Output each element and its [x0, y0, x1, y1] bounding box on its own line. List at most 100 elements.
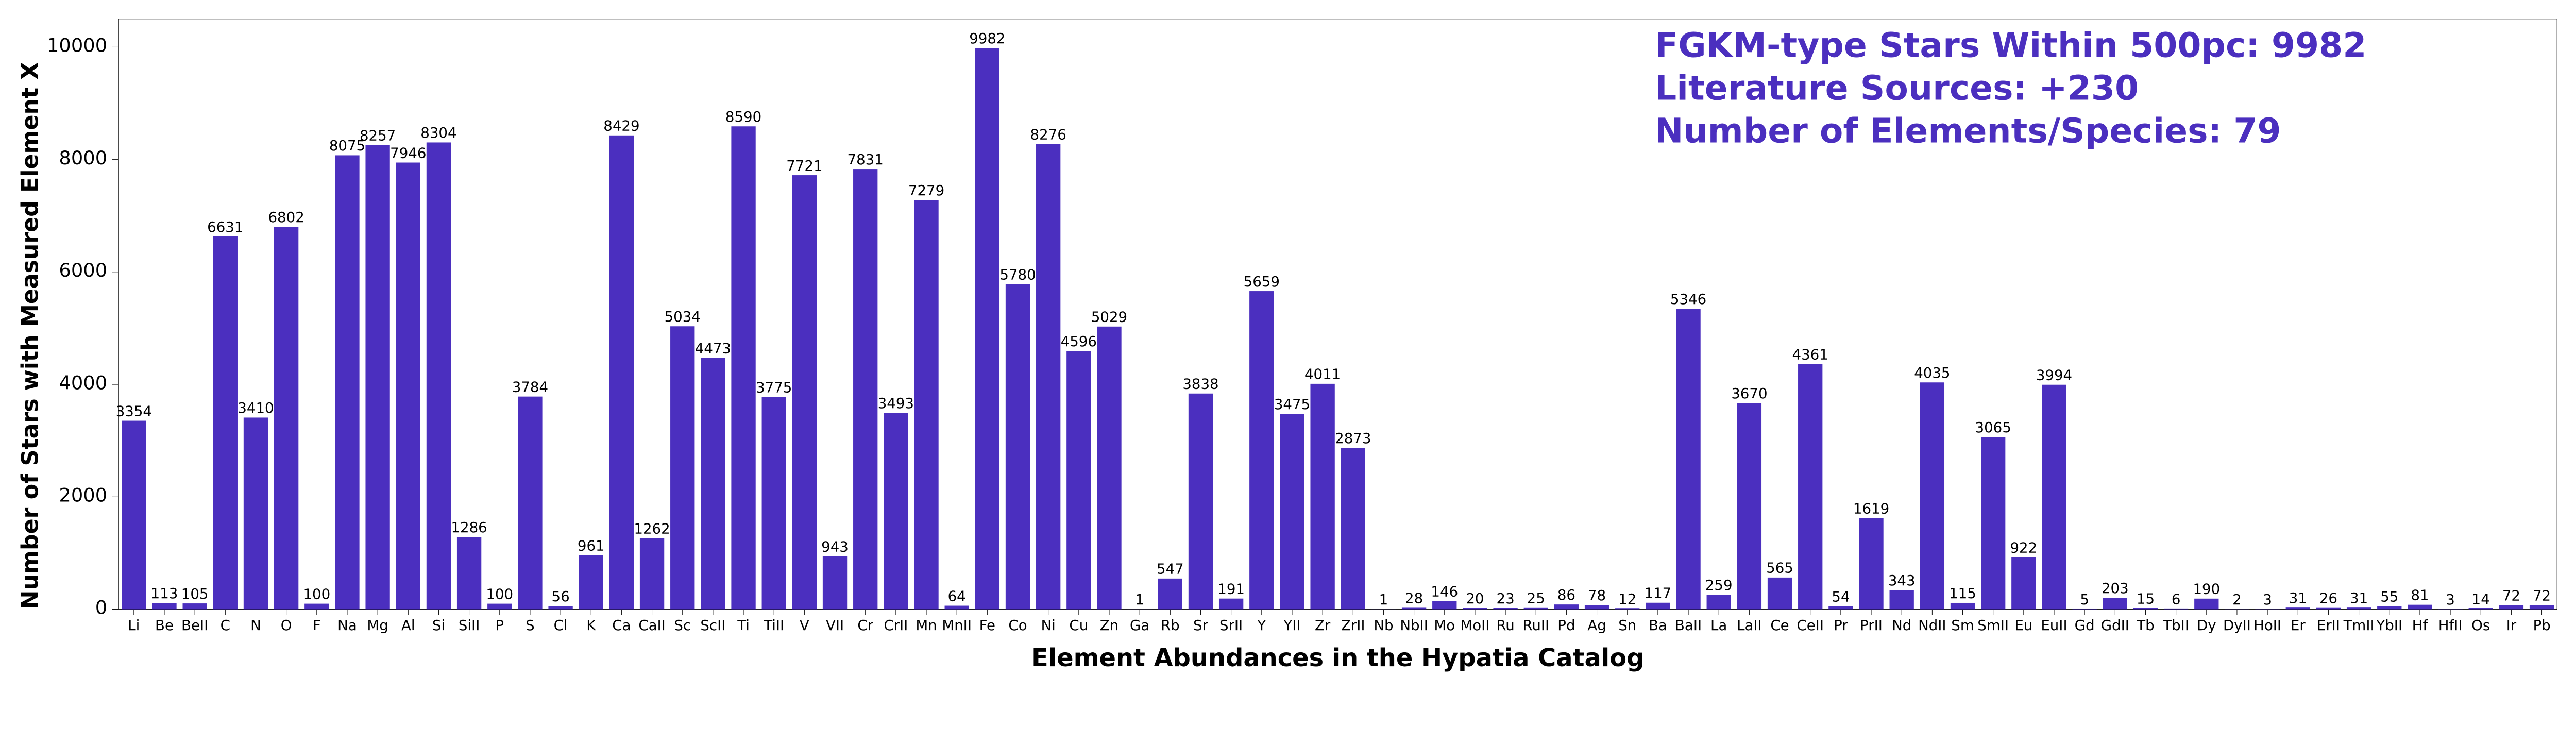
x-tick-label: Mn	[916, 617, 937, 634]
bar-value-label: 3775	[756, 379, 792, 396]
bar	[1432, 601, 1456, 610]
bar	[2011, 557, 2036, 610]
bar-value-label: 3994	[2036, 367, 2072, 384]
bar-value-label: 115	[1949, 585, 1976, 602]
x-tick-label: Er	[2291, 617, 2306, 634]
bar-value-label: 23	[1497, 590, 1515, 607]
x-tick-label: Si	[432, 617, 445, 634]
x-tick-label: TmII	[2343, 617, 2375, 634]
bar	[2469, 608, 2493, 610]
bar-value-label: 56	[552, 588, 570, 605]
y-tick-label: 2000	[59, 484, 107, 506]
bar-value-label: 6631	[207, 218, 243, 235]
bar-value-label: 54	[1832, 588, 1850, 605]
x-axis-label: Element Abundances in the Hypatia Catalo…	[1031, 644, 1644, 672]
bar-value-label: 72	[2533, 587, 2551, 604]
bar	[1097, 327, 1121, 610]
x-tick-label: LaII	[1737, 617, 1762, 634]
bar	[2316, 608, 2341, 610]
bar-value-label: 6802	[268, 209, 304, 226]
bar-value-label: 3475	[1274, 396, 1310, 413]
bar-value-label: 31	[2350, 589, 2368, 606]
bar-value-label: 1262	[634, 520, 670, 537]
y-tick-label: 4000	[59, 371, 107, 394]
x-tick-label: Ni	[1041, 617, 1056, 634]
bar	[1219, 599, 1243, 610]
bar	[670, 326, 694, 609]
y-axis-label: Number of Stars with Measured Element X	[18, 62, 44, 609]
bar-value-label: 3670	[1731, 385, 1767, 402]
bar	[1249, 291, 1274, 609]
bar-value-label: 146	[1431, 583, 1458, 600]
x-tick-label: V	[800, 617, 809, 634]
bar-value-label: 2	[2232, 591, 2242, 608]
bar	[1828, 606, 1853, 610]
bar	[1402, 607, 1426, 609]
bar-value-label: 86	[1557, 586, 1575, 603]
x-tick-label: Sr	[1193, 617, 1209, 634]
bar	[457, 537, 481, 609]
bar-value-label: 31	[2289, 589, 2307, 606]
x-tick-label: DyII	[2223, 617, 2251, 634]
x-tick-label: VII	[826, 617, 844, 634]
bar	[518, 397, 542, 610]
bar-value-label: 3784	[512, 378, 548, 395]
bar	[823, 556, 847, 610]
bar	[1951, 603, 1975, 610]
x-tick-label: BaII	[1675, 617, 1702, 634]
chart-annotation: FGKM-type Stars Within 500pc: 9982	[1655, 25, 2366, 65]
x-tick-label: C	[221, 617, 230, 634]
bar	[1341, 448, 1365, 609]
bar	[1737, 403, 1761, 609]
x-tick-label: Cl	[554, 617, 568, 634]
x-tick-label: Nd	[1892, 617, 1911, 634]
x-tick-label: Y	[1257, 617, 1266, 634]
bar-value-label: 1	[1135, 591, 1144, 608]
bar	[884, 413, 908, 609]
bar	[792, 175, 817, 609]
bar	[1554, 604, 1579, 609]
y-tick-label: 10000	[47, 35, 107, 57]
x-tick-label: Ir	[2506, 617, 2517, 634]
x-tick-label: SrII	[1219, 617, 1243, 634]
x-tick-label: Be	[155, 617, 174, 634]
x-tick-label: Sn	[1618, 617, 1636, 634]
x-tick-label: Mo	[1434, 617, 1455, 634]
x-tick-label: Sm	[1951, 617, 1974, 634]
bar-value-label: 3065	[1975, 419, 2011, 436]
x-tick-label: Ca	[612, 617, 631, 634]
x-tick-label: Tb	[2136, 617, 2154, 634]
bar-value-label: 565	[1766, 560, 1793, 577]
bar	[152, 603, 176, 609]
bar	[213, 236, 238, 610]
bar-value-label: 81	[2411, 586, 2429, 603]
x-tick-label: Cu	[1069, 617, 1088, 634]
bar	[2133, 608, 2158, 610]
bar	[2286, 607, 2310, 609]
x-tick-label: Dy	[2197, 617, 2216, 634]
x-tick-label: MoII	[1460, 617, 1489, 634]
x-tick-label: Ru	[1496, 617, 1514, 634]
bar	[2194, 599, 2218, 610]
x-tick-label: HfII	[2438, 617, 2463, 634]
bar	[1463, 608, 1487, 609]
x-tick-label: N	[250, 617, 261, 634]
bar	[1280, 414, 1304, 609]
bar-value-label: 5346	[1670, 291, 1706, 308]
x-tick-label: Pr	[1834, 617, 1848, 634]
bar-value-label: 5029	[1091, 309, 1127, 326]
bar-value-label: 55	[2380, 588, 2398, 605]
x-tick-label: MnII	[942, 617, 972, 634]
bar-value-label: 72	[2502, 587, 2520, 604]
bar	[2042, 385, 2066, 610]
bar-value-label: 6	[2172, 591, 2181, 608]
bar	[304, 604, 329, 610]
x-tick-label: La	[1710, 617, 1727, 634]
bar-value-label: 2873	[1335, 430, 1371, 447]
x-tick-label: RuII	[1522, 617, 1549, 634]
bar	[1676, 309, 1700, 609]
bar	[1859, 518, 1883, 610]
x-tick-label: PrII	[1860, 617, 1883, 634]
bar	[975, 48, 999, 609]
x-tick-label: CrII	[884, 617, 908, 634]
